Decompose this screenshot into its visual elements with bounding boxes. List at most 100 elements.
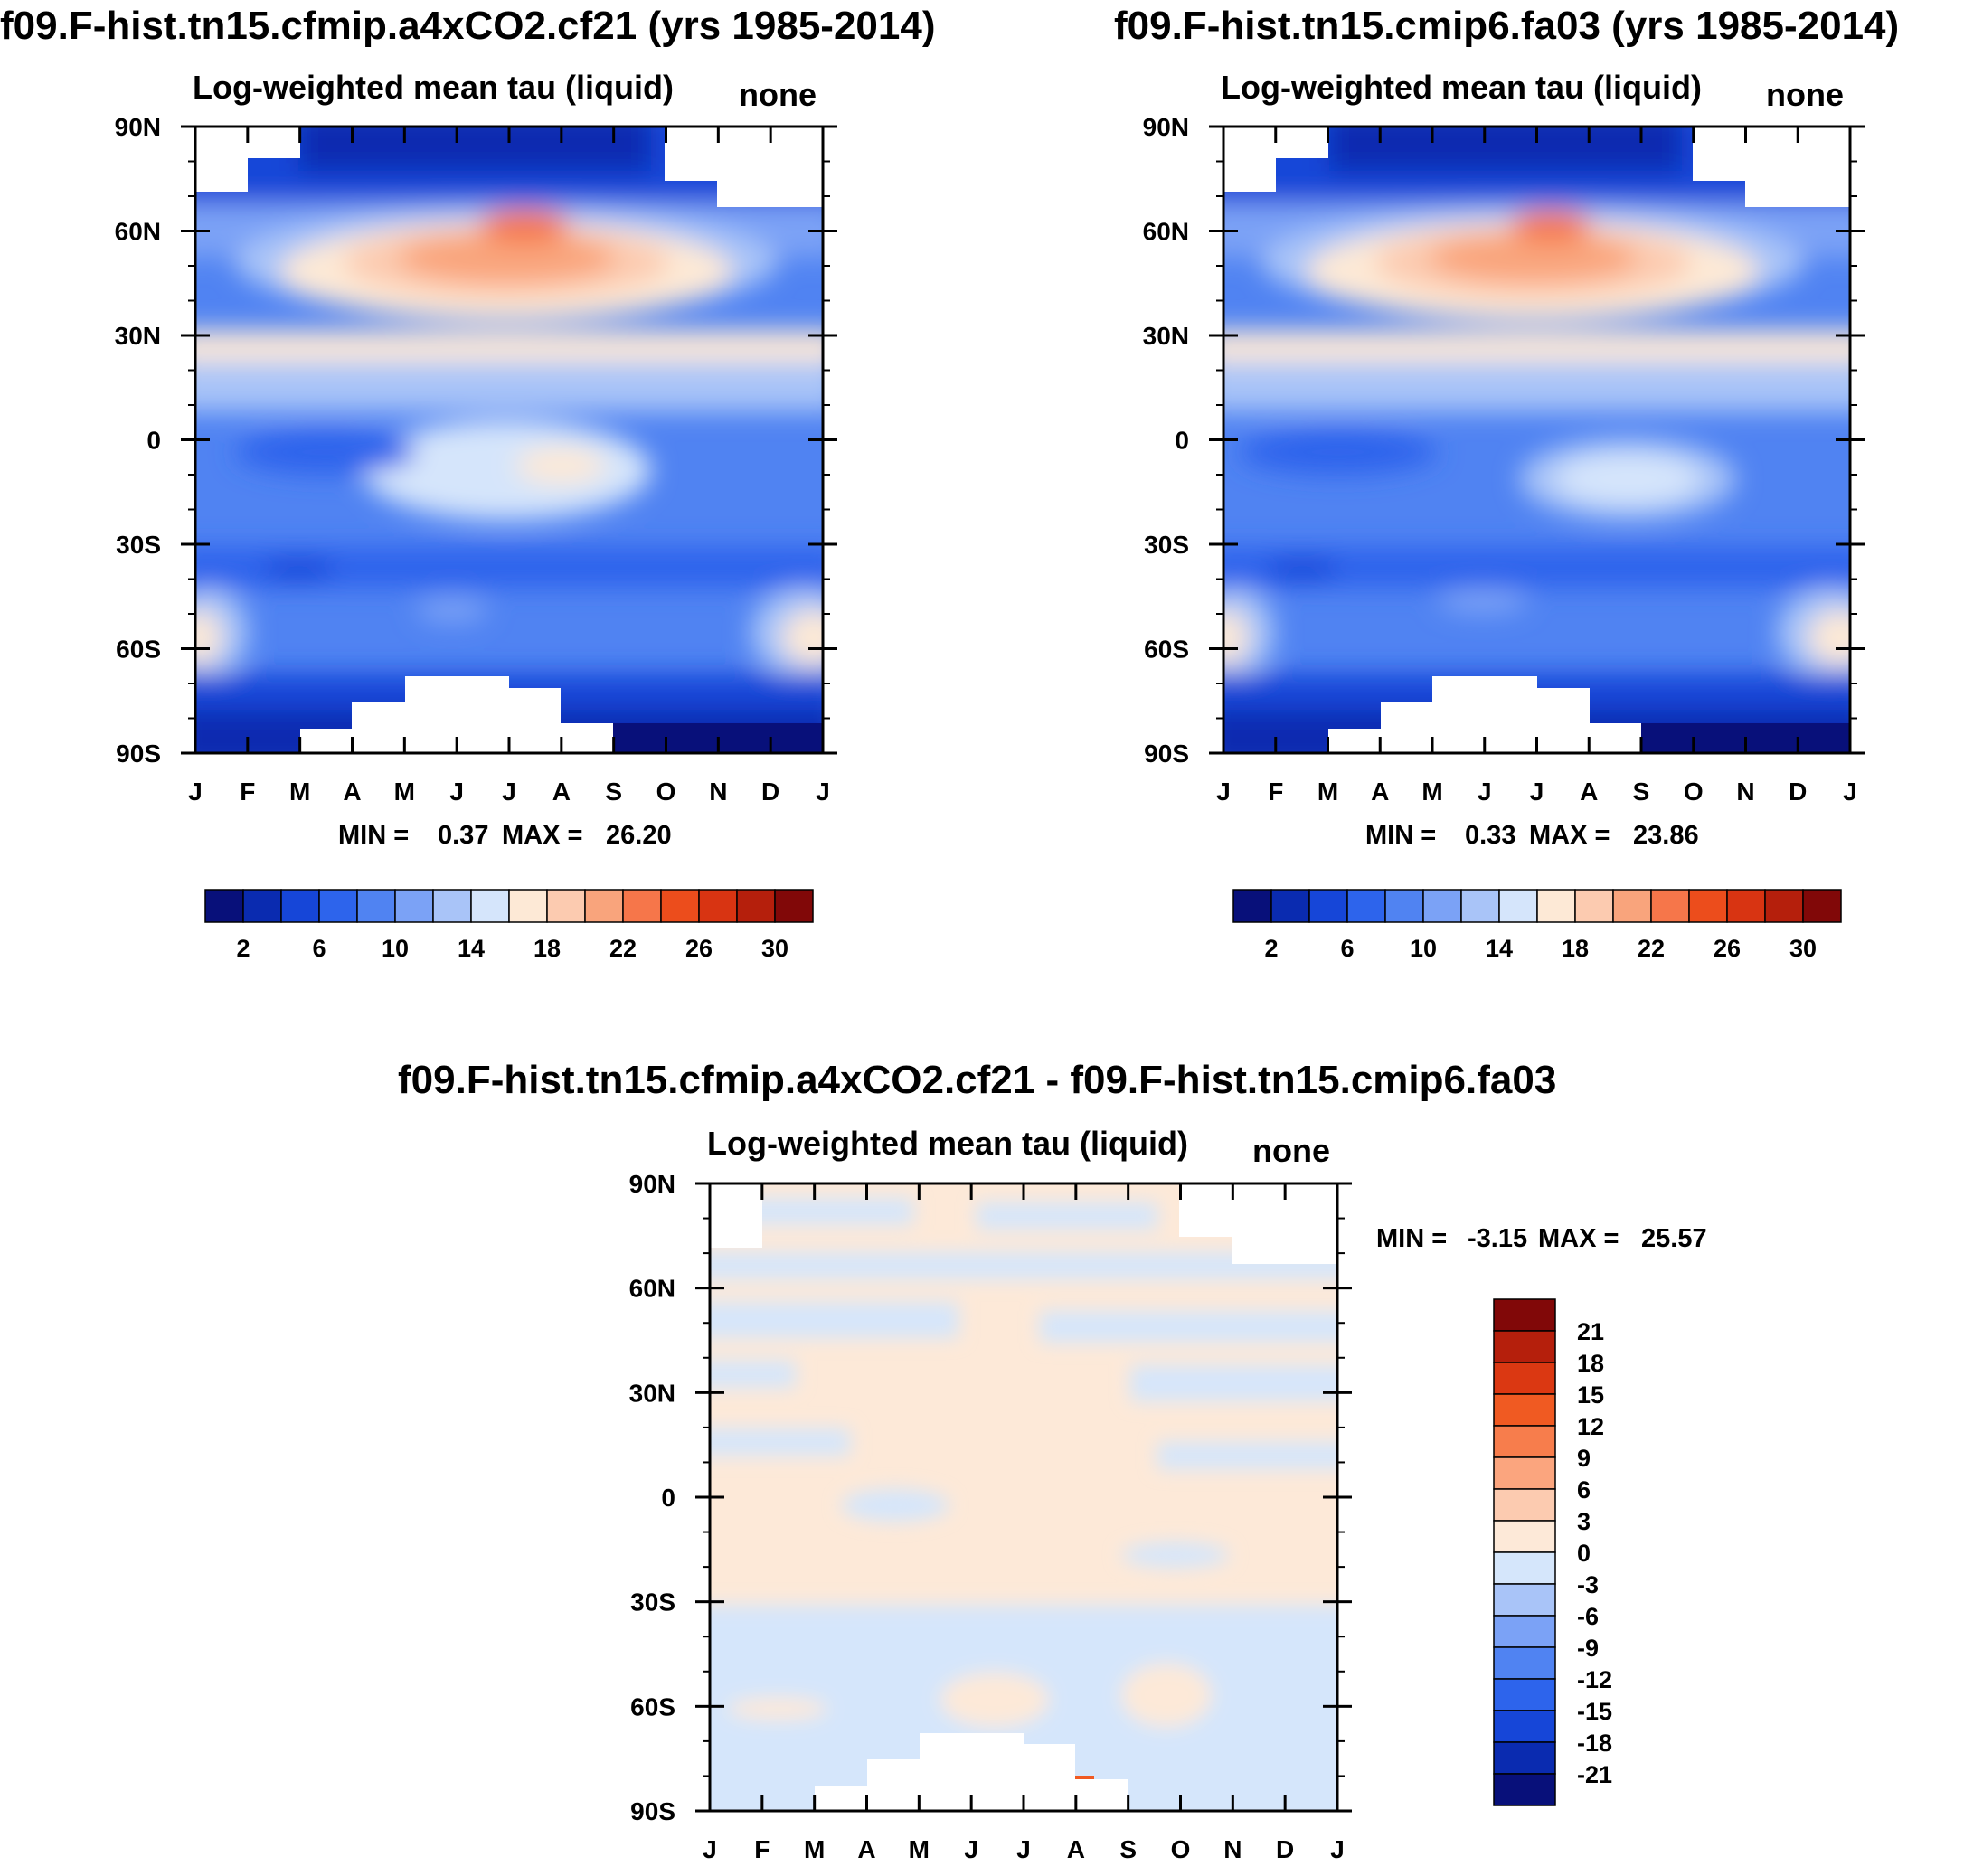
panel3-colorbar-label: -18 xyxy=(1577,1730,1612,1757)
panel1-colorbar-box xyxy=(470,889,510,923)
panel1-colorbar-label: 2 xyxy=(236,935,250,962)
panel3-units-label: none xyxy=(1252,1132,1330,1169)
panel2-y-tick-label: 60S xyxy=(1144,636,1189,664)
panel2-colorbar-box xyxy=(1460,889,1500,923)
panel3-colorbar-box xyxy=(1493,1615,1556,1648)
panel1-y-tick-label: 90S xyxy=(116,740,161,768)
panel3-colorbar-label: -21 xyxy=(1577,1761,1612,1788)
panel2-colorbar-box xyxy=(1346,889,1386,923)
panel2-colorbar-box xyxy=(1498,889,1538,923)
panel3-y-tick-label: 0 xyxy=(661,1484,675,1512)
panel2-min-label: MIN = xyxy=(1365,821,1437,850)
panel1-title: f09.F-hist.tn15.cfmip.a4xCO2.cf21 (yrs 1… xyxy=(0,4,936,48)
panel3-colorbar: 21 18 15 12 9 6 3 0 -3 -6 -9 -12 -15 -18 -21 xyxy=(1493,1298,1612,1806)
panel3-colorbar-label: 21 xyxy=(1577,1318,1604,1345)
panel3-colorbar-label: -15 xyxy=(1577,1698,1612,1725)
panel3-colorbar-box xyxy=(1493,1551,1556,1585)
panel1-y-tick-label: 30N xyxy=(115,322,161,350)
panel3-colorbar-label: 0 xyxy=(1577,1540,1591,1567)
panel1-colorbar-label: 14 xyxy=(458,935,485,962)
panel3-min-value: -3.15 xyxy=(1468,1224,1528,1253)
panel3-y-tick-label: 60S xyxy=(630,1692,675,1720)
panel1-max-value: 26.20 xyxy=(606,821,672,850)
panel3-colorbar-label: 6 xyxy=(1577,1476,1591,1504)
panel2-colorbar-label: 22 xyxy=(1638,935,1665,962)
panel3-colorbar-box xyxy=(1493,1646,1556,1680)
panel2-y-tick-label: 90S xyxy=(1144,740,1189,768)
panel3-colorbar-box xyxy=(1493,1678,1556,1711)
panel3-colorbar-box xyxy=(1493,1456,1556,1490)
panel2-max-label: MAX = xyxy=(1529,821,1610,850)
panel2-y-tick-label: 0 xyxy=(1175,427,1189,455)
panel3-colorbar-label: 15 xyxy=(1577,1381,1604,1409)
panel3-x-tick-label: A xyxy=(1067,1835,1085,1863)
panel3-x-tick-label: M xyxy=(804,1835,825,1863)
panel1-colorbar-box xyxy=(698,889,738,923)
panel2-x-tick-label: J xyxy=(1216,778,1231,806)
panel1-colorbar-box xyxy=(356,889,396,923)
panel3-colorbar-label: -6 xyxy=(1577,1603,1599,1630)
panel2-colorbar-box xyxy=(1536,889,1576,923)
panel1-x-tick-label: A xyxy=(343,778,361,806)
panel1-x-tick-label: J xyxy=(449,778,464,806)
panel1-x-tick-label: M xyxy=(394,778,415,806)
panel3-max-label: MAX = xyxy=(1538,1224,1619,1253)
panel3-y-tick-label: 30N xyxy=(629,1379,675,1407)
panel2-title: f09.F-hist.tn15.cmip6.fa03 (yrs 1985-201… xyxy=(1114,4,1900,48)
panel3-x-tick-label: D xyxy=(1276,1835,1294,1863)
panel3-colorbar-box xyxy=(1493,1520,1556,1553)
panel2-x-tick-label: A xyxy=(1580,778,1598,806)
panel2-colorbar-label: 10 xyxy=(1410,935,1437,962)
panel2-variable-label: Log-weighted mean tau (liquid) xyxy=(1221,69,1702,106)
panel1-y-tick-label: 30S xyxy=(116,531,161,559)
panel1-y-tick-label: 60N xyxy=(115,218,161,246)
panel2-colorbar-box xyxy=(1650,889,1690,923)
panel3-x-tick-label: J xyxy=(1016,1835,1031,1863)
panel3-colorbar-label: 3 xyxy=(1577,1508,1591,1535)
panel3-colorbar-label: 12 xyxy=(1577,1413,1604,1440)
panel2-x-tick-label: F xyxy=(1268,778,1283,806)
panel3-colorbar-box xyxy=(1493,1425,1556,1458)
panel3-x-tick-label: N xyxy=(1223,1835,1242,1863)
panel3-colorbar-box xyxy=(1493,1741,1556,1775)
panel2-x-tick-label: A xyxy=(1371,778,1389,806)
panel3-y-tick-label: 30S xyxy=(630,1588,675,1617)
panel1-variable-label: Log-weighted mean tau (liquid) xyxy=(193,69,674,106)
panel1-colorbar-box xyxy=(394,889,434,923)
panel3-x-tick-label: J xyxy=(1330,1835,1345,1863)
panel3-colorbar-box xyxy=(1493,1298,1556,1332)
panel2-x-tick-label: J xyxy=(1843,778,1857,806)
panel2-colorbar-label: 26 xyxy=(1714,935,1741,962)
panel1-x-tick-label: O xyxy=(656,778,676,806)
panel1-y-tick-label: 90N xyxy=(115,113,161,141)
panel1-colorbar-label: 26 xyxy=(685,935,713,962)
panel1-colorbar-label: 18 xyxy=(533,935,561,962)
panel1-x-tick-label: S xyxy=(605,778,622,806)
panel3-colorbar-label: -9 xyxy=(1577,1635,1599,1662)
panel2-y-tick-label: 60N xyxy=(1143,218,1189,246)
panel3-x-tick-label: M xyxy=(909,1835,930,1863)
panel2-x-tick-label: M xyxy=(1421,778,1442,806)
panel2-colorbar-label: 14 xyxy=(1486,935,1513,962)
panel2-colorbar-box xyxy=(1384,889,1424,923)
panel2-max-value: 23.86 xyxy=(1633,821,1699,850)
panel3-colorbar-box xyxy=(1493,1773,1556,1806)
panel2-y-tick-label: 90N xyxy=(1143,113,1189,141)
panel2-x-tick-label: S xyxy=(1633,778,1650,806)
panel2-units-label: none xyxy=(1766,76,1844,113)
panel1-x-tick-label: M xyxy=(289,778,310,806)
panel2-colorbar-label: 2 xyxy=(1264,935,1278,962)
panel1-colorbar-box xyxy=(774,889,814,923)
panel2-y-tick-label: 30N xyxy=(1143,322,1189,350)
panel1-x-tick-label: F xyxy=(240,778,255,806)
panel3-x-tick-label: J xyxy=(703,1835,717,1863)
panel2-colorbar-label: 30 xyxy=(1789,935,1817,962)
panel3-variable-label: Log-weighted mean tau (liquid) xyxy=(707,1125,1188,1162)
panel3-colorbar-box xyxy=(1493,1710,1556,1743)
panel1-colorbar-box xyxy=(660,889,700,923)
panel2-colorbar-label: 18 xyxy=(1562,935,1589,962)
panel2-x-tick-label: J xyxy=(1478,778,1492,806)
panel1-colorbar-box xyxy=(546,889,586,923)
